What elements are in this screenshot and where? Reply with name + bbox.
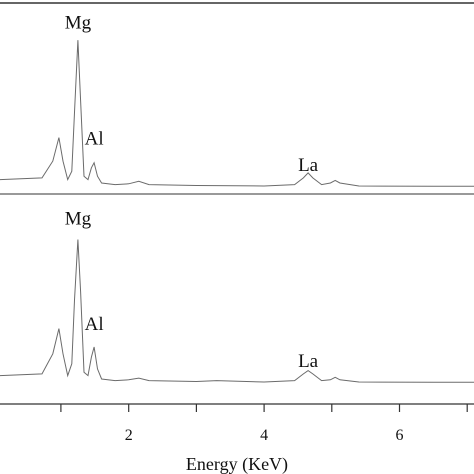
spectra-panels: Mg Al La Mg Al La: [0, 12, 474, 383]
peak-label-al-top: Al: [85, 128, 104, 149]
spectrum-panel-bottom: Mg Al La: [0, 208, 474, 383]
x-tick-label: 4: [260, 427, 268, 444]
peak-label-la-bottom: La: [298, 351, 319, 372]
peak-label-la-top: La: [298, 155, 319, 176]
peak-label-mg-bottom: Mg: [65, 208, 92, 229]
spectrum-panel-top: Mg Al La: [0, 12, 474, 187]
x-axis-label: Energy (KeV): [186, 454, 288, 474]
peak-label-mg-top: Mg: [65, 12, 92, 33]
x-axis-ticks: 2 4 6: [60, 404, 468, 444]
x-tick-label: 6: [396, 427, 404, 444]
spectrum-line-top: [0, 40, 474, 187]
peak-label-al-bottom: Al: [85, 314, 104, 335]
x-tick-label: 2: [125, 427, 133, 444]
spectrum-line-bottom: [0, 239, 474, 383]
